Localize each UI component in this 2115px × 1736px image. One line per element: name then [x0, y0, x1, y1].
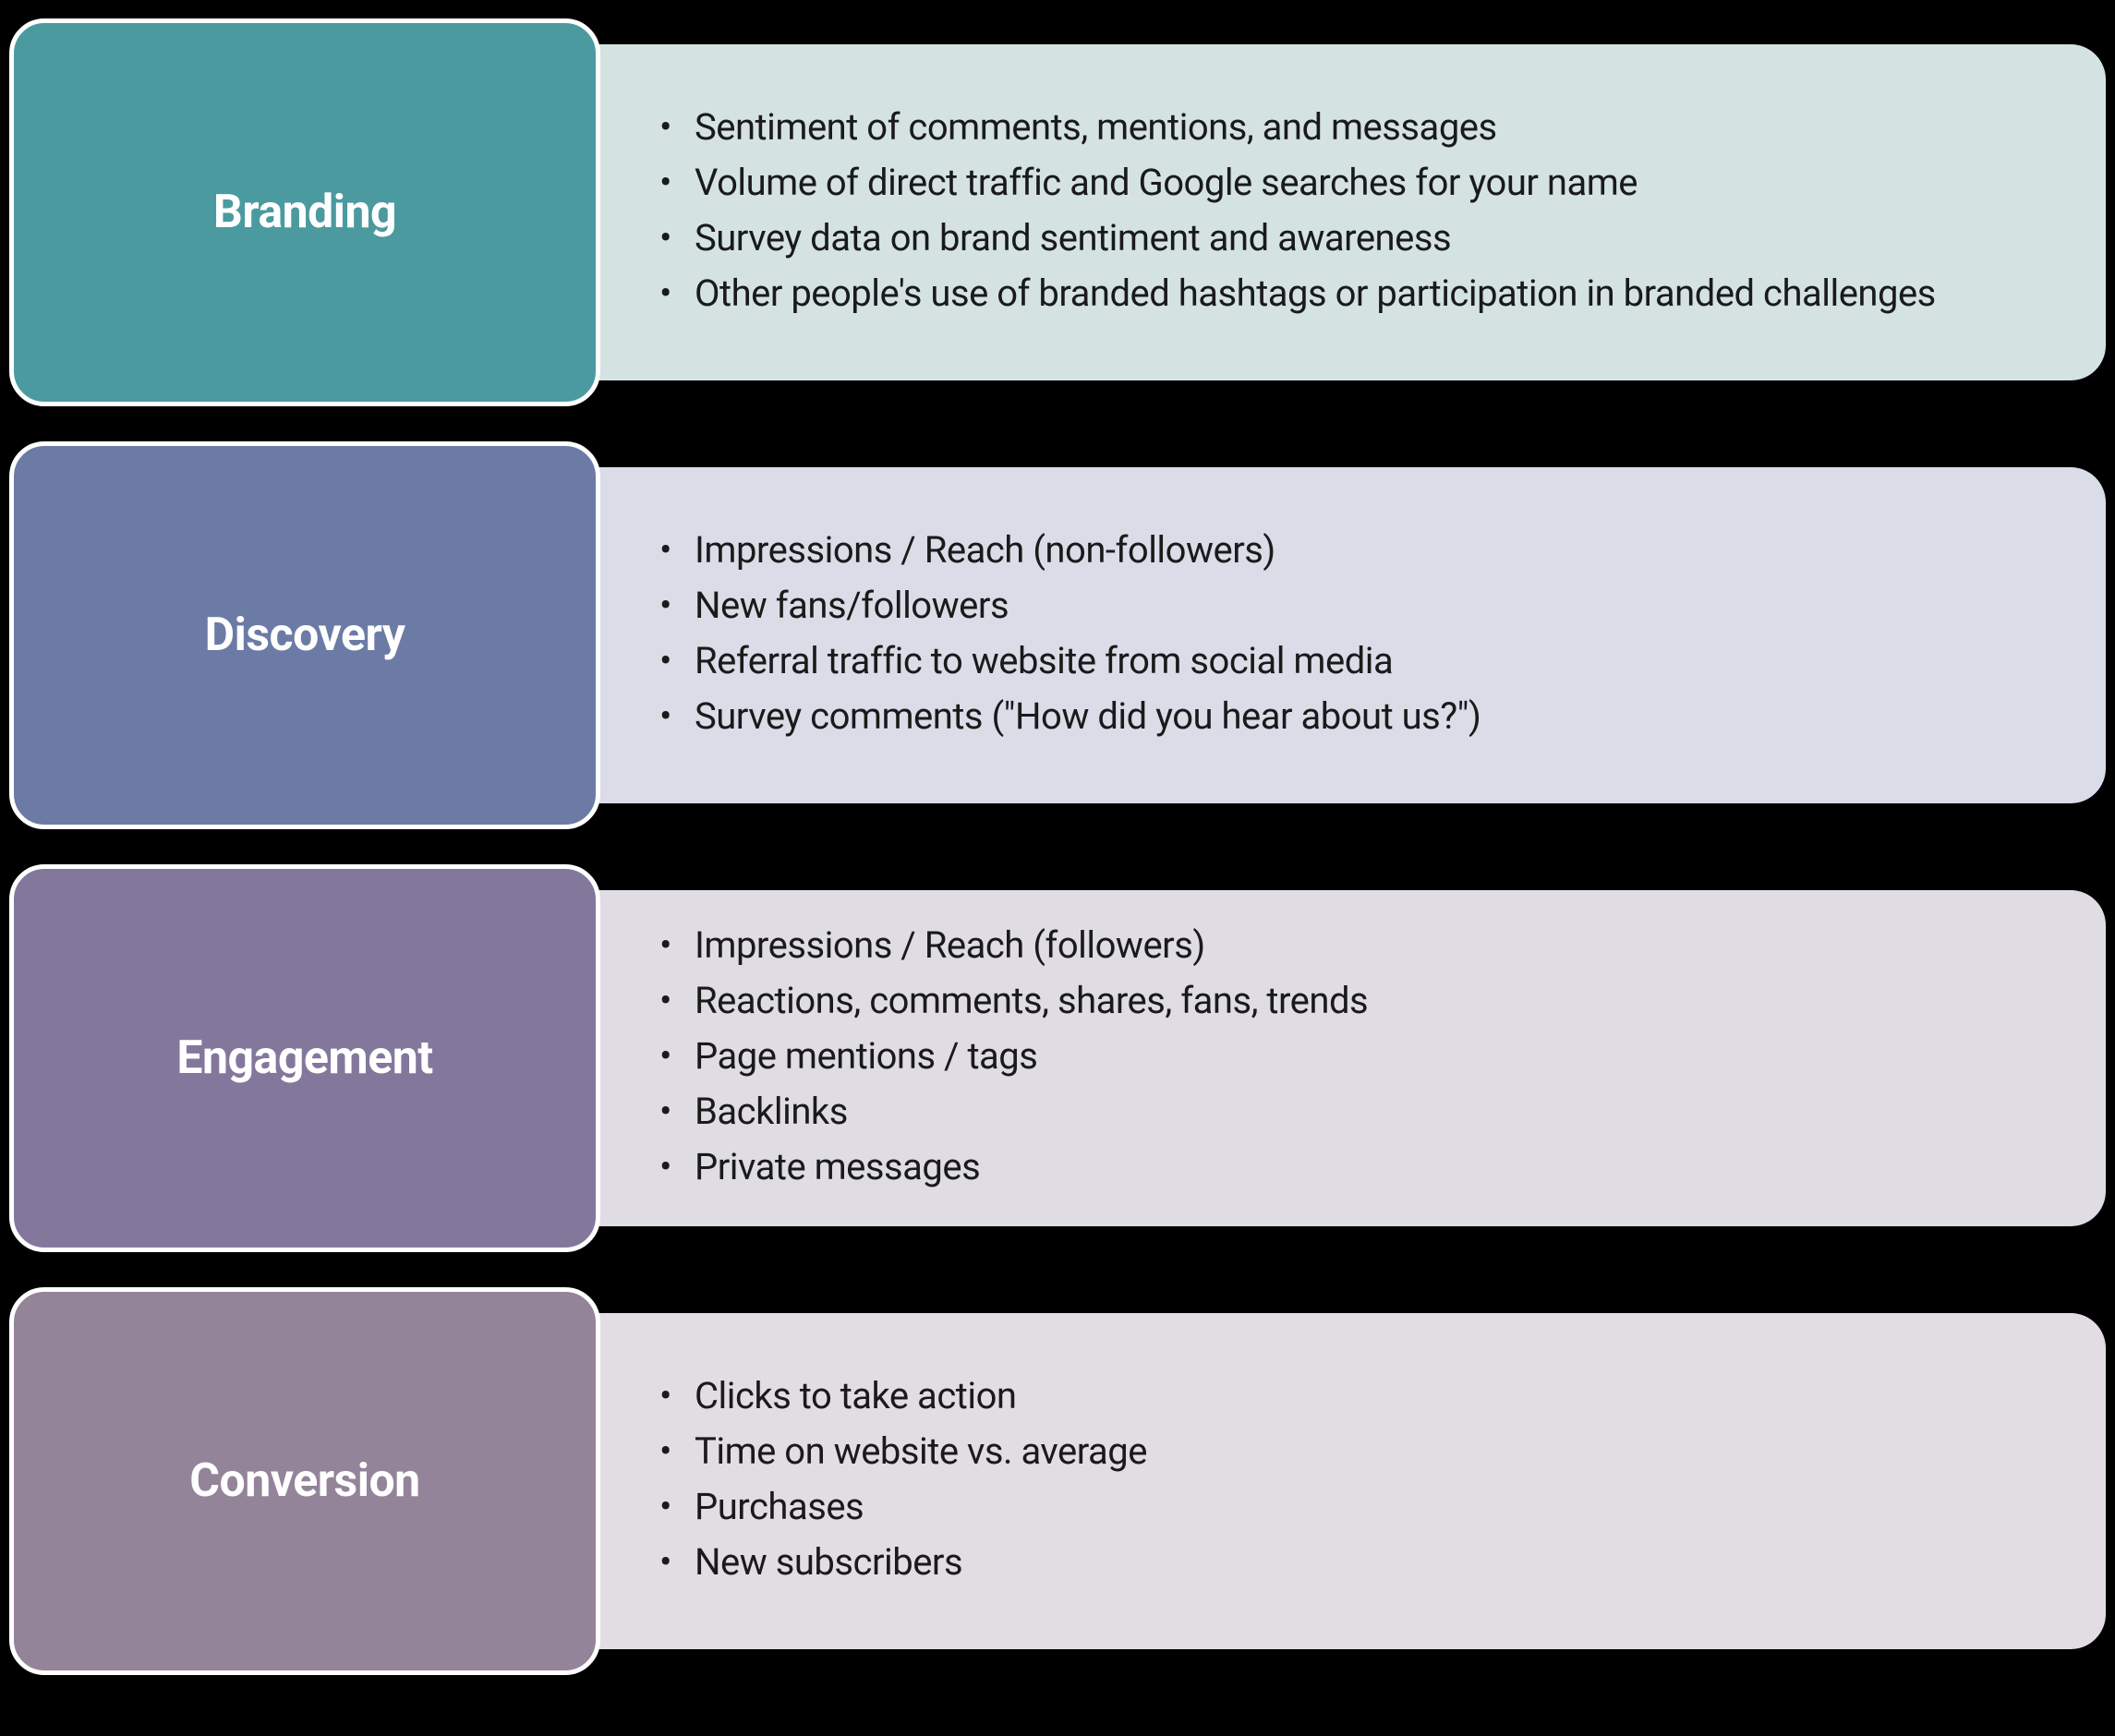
list-item: New subscribers — [648, 1537, 1147, 1588]
list-item: Backlinks — [648, 1086, 1368, 1138]
list-item: Survey comments ("How did you hear about… — [648, 691, 1480, 742]
list-item: Purchases — [648, 1481, 1147, 1533]
row-conversion: Conversion Clicks to take actionTime on w… — [9, 1287, 2106, 1675]
row-engagement: Engagement Impressions / Reach (followers… — [9, 864, 2106, 1252]
metrics-list-engagement: Impressions / Reach (followers)Reactions… — [648, 920, 1368, 1197]
label-text-conversion: Conversion — [189, 1454, 419, 1508]
label-box-engagement: Engagement — [9, 864, 600, 1252]
metrics-diagram: Branding Sentiment of comments, mentions,… — [9, 18, 2106, 1675]
metrics-list-discovery: Impressions / Reach (non-followers)New f… — [648, 524, 1480, 746]
content-box-branding: Sentiment of comments, mentions, and mes… — [565, 44, 2106, 380]
list-item: Impressions / Reach (non-followers) — [648, 524, 1480, 576]
row-branding: Branding Sentiment of comments, mentions,… — [9, 18, 2106, 406]
list-item: Volume of direct traffic and Google sear… — [648, 157, 1936, 209]
list-item: Other people's use of branded hashtags o… — [648, 268, 1936, 319]
metrics-list-conversion: Clicks to take actionTime on website vs.… — [648, 1370, 1147, 1592]
metrics-list-branding: Sentiment of comments, mentions, and mes… — [648, 102, 1936, 323]
list-item: Page mentions / tags — [648, 1031, 1368, 1082]
list-item: Survey data on brand sentiment and aware… — [648, 212, 1936, 264]
label-text-branding: Branding — [213, 186, 396, 239]
label-box-discovery: Discovery — [9, 441, 600, 829]
list-item: Impressions / Reach (followers) — [648, 920, 1368, 971]
list-item: Sentiment of comments, mentions, and mes… — [648, 102, 1936, 153]
label-box-conversion: Conversion — [9, 1287, 600, 1675]
content-box-conversion: Clicks to take actionTime on website vs.… — [565, 1313, 2106, 1649]
content-box-engagement: Impressions / Reach (followers)Reactions… — [565, 890, 2106, 1226]
list-item: Time on website vs. average — [648, 1426, 1147, 1477]
label-box-branding: Branding — [9, 18, 600, 406]
label-text-discovery: Discovery — [205, 609, 405, 662]
list-item: Referral traffic to website from social … — [648, 635, 1480, 687]
list-item: New fans/followers — [648, 580, 1480, 632]
list-item: Clicks to take action — [648, 1370, 1147, 1422]
content-box-discovery: Impressions / Reach (non-followers)New f… — [565, 467, 2106, 803]
row-discovery: Discovery Impressions / Reach (non-follow… — [9, 441, 2106, 829]
list-item: Private messages — [648, 1141, 1368, 1193]
list-item: Reactions, comments, shares, fans, trend… — [648, 975, 1368, 1027]
label-text-engagement: Engagement — [176, 1031, 432, 1085]
